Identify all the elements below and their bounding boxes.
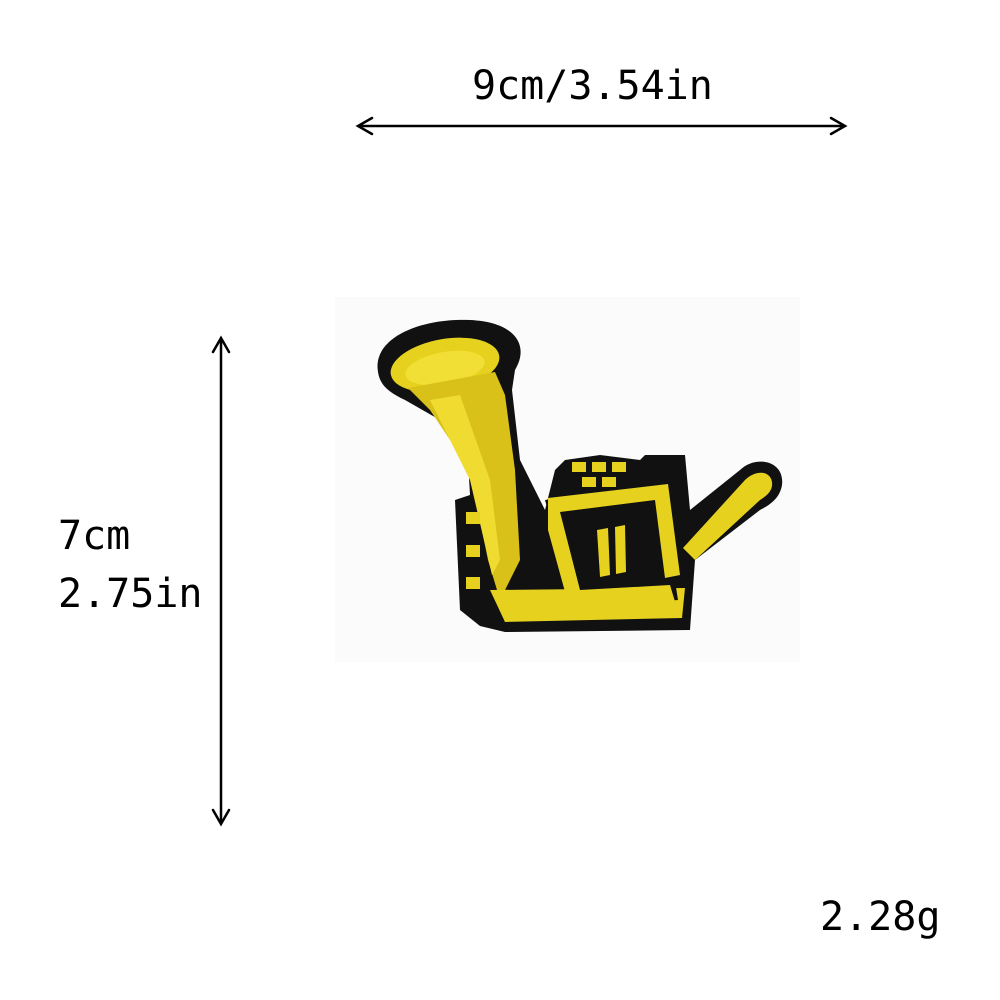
- patch-fill: [390, 337, 773, 622]
- height-label-cm: 7cm: [58, 513, 131, 559]
- weight-label: 2.28g: [820, 894, 941, 940]
- width-label: 9cm/3.54in: [472, 63, 713, 109]
- height-label-in: 2.75in: [58, 571, 203, 617]
